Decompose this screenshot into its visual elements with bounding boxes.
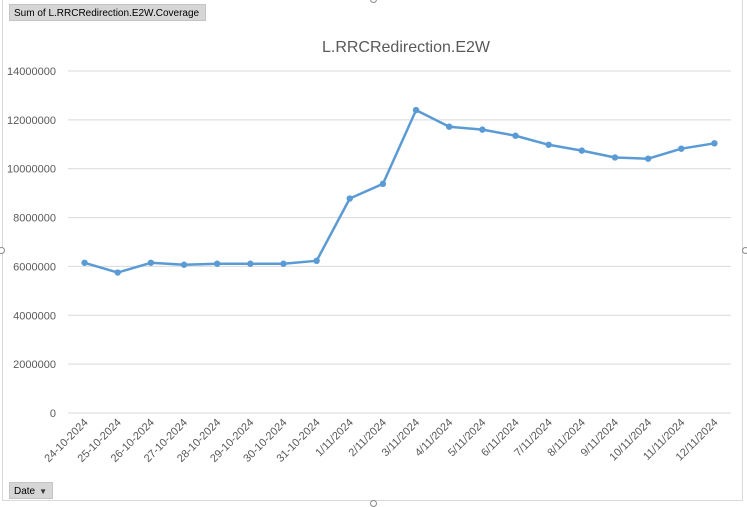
data-point[interactable]: [446, 123, 453, 130]
data-point[interactable]: [711, 140, 718, 147]
y-tick-label: 6000000: [13, 261, 56, 273]
y-tick-label: 0: [50, 408, 56, 420]
data-point[interactable]: [247, 260, 254, 267]
gridlines: [68, 70, 731, 414]
value-field-button[interactable]: Sum of L.RRCRedirection.E2W.Coverage: [9, 4, 207, 21]
chart-title: L.RRCRedirection.E2W: [322, 39, 491, 56]
series-points: [81, 106, 718, 276]
y-tick-label: 10000000: [7, 164, 56, 176]
data-point[interactable]: [147, 259, 155, 266]
y-tick-label: 2000000: [13, 359, 56, 371]
axis-field-button-date[interactable]: Date ▼: [9, 482, 54, 499]
data-point[interactable]: [313, 257, 320, 265]
y-tick-label: 4000000: [13, 310, 56, 322]
y-tick-label: 8000000: [13, 213, 56, 225]
data-point[interactable]: [412, 106, 420, 114]
y-tick-label: 14000000: [7, 66, 56, 78]
data-point[interactable]: [678, 145, 685, 152]
data-point[interactable]: [578, 147, 586, 154]
y-tick-label: 12000000: [7, 115, 56, 127]
data-point[interactable]: [545, 141, 552, 148]
resize-handle-left[interactable]: [0, 247, 5, 254]
data-point[interactable]: [479, 126, 486, 133]
data-point[interactable]: [379, 180, 387, 188]
series-line-layer: [84, 108, 715, 274]
x-axis-ticks: 24-10-202425-10-202426-10-202427-10-2024…: [42, 417, 720, 465]
resize-handle-right[interactable]: [742, 247, 747, 254]
data-point[interactable]: [611, 154, 619, 161]
data-point[interactable]: [346, 195, 353, 202]
data-point[interactable]: [644, 155, 652, 162]
data-point[interactable]: [213, 260, 221, 267]
data-point[interactable]: [180, 261, 188, 268]
dropdown-arrow-icon: ▼: [39, 487, 48, 496]
data-point[interactable]: [81, 259, 88, 266]
data-point[interactable]: [512, 132, 519, 139]
data-point[interactable]: [280, 260, 287, 267]
value-field-label: Sum of L.RRCRedirection.E2W.Coverage: [14, 8, 200, 19]
y-axis-ticks: 0 2000000 4000000 6000000 8000000 10000000 120…: [7, 66, 56, 420]
series-line[interactable]: [84, 108, 715, 274]
axis-field-label: Date: [14, 486, 36, 497]
data-point[interactable]: [114, 269, 121, 276]
